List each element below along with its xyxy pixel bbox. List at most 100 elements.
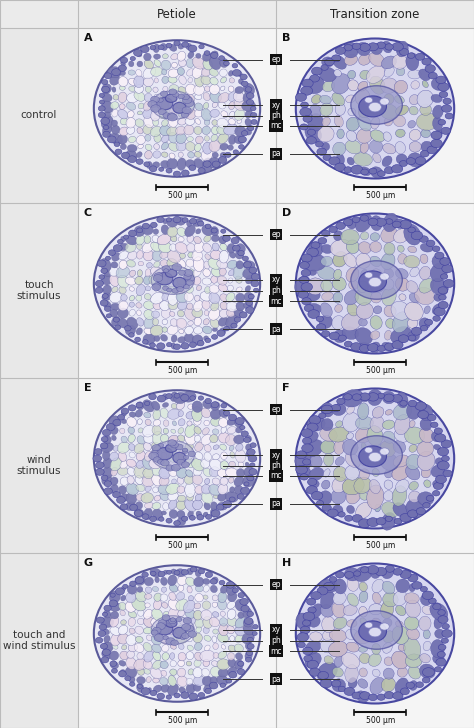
Ellipse shape (245, 285, 251, 292)
Ellipse shape (151, 617, 162, 628)
Ellipse shape (118, 451, 127, 462)
Ellipse shape (204, 452, 211, 461)
Ellipse shape (236, 444, 243, 451)
Ellipse shape (168, 435, 178, 444)
Ellipse shape (204, 135, 210, 141)
Ellipse shape (169, 592, 176, 601)
Ellipse shape (252, 631, 257, 636)
Ellipse shape (187, 221, 192, 226)
Ellipse shape (400, 161, 407, 167)
Ellipse shape (171, 236, 177, 242)
Ellipse shape (349, 280, 358, 290)
Ellipse shape (187, 569, 193, 574)
Ellipse shape (382, 502, 399, 517)
Ellipse shape (309, 416, 320, 424)
Ellipse shape (316, 316, 324, 322)
Ellipse shape (93, 455, 101, 462)
Ellipse shape (393, 403, 412, 420)
Ellipse shape (420, 586, 428, 592)
Ellipse shape (311, 242, 320, 248)
Ellipse shape (178, 444, 184, 450)
Ellipse shape (101, 116, 113, 129)
Ellipse shape (119, 286, 126, 293)
Ellipse shape (127, 127, 135, 134)
Ellipse shape (144, 301, 154, 309)
Text: 500 μm: 500 μm (167, 716, 197, 725)
Ellipse shape (176, 599, 188, 611)
Ellipse shape (431, 432, 442, 442)
Ellipse shape (248, 294, 254, 298)
Ellipse shape (154, 336, 160, 341)
Ellipse shape (168, 69, 179, 78)
Ellipse shape (416, 682, 423, 687)
Ellipse shape (241, 81, 248, 87)
Ellipse shape (308, 309, 319, 318)
Ellipse shape (400, 49, 409, 55)
Ellipse shape (121, 586, 126, 591)
Ellipse shape (308, 607, 316, 613)
Ellipse shape (234, 435, 245, 444)
Ellipse shape (342, 389, 364, 407)
Ellipse shape (194, 242, 204, 253)
Ellipse shape (136, 494, 145, 501)
Ellipse shape (351, 611, 402, 649)
Ellipse shape (346, 505, 355, 513)
Ellipse shape (221, 403, 227, 408)
Ellipse shape (212, 454, 219, 460)
Ellipse shape (440, 274, 448, 280)
Ellipse shape (352, 692, 361, 699)
Ellipse shape (109, 602, 121, 612)
Ellipse shape (98, 630, 106, 636)
Ellipse shape (209, 141, 220, 152)
Ellipse shape (408, 510, 418, 518)
Ellipse shape (408, 246, 417, 253)
Ellipse shape (219, 309, 229, 318)
Ellipse shape (306, 486, 318, 494)
Ellipse shape (120, 58, 128, 63)
Ellipse shape (160, 301, 170, 311)
Ellipse shape (202, 601, 211, 609)
Ellipse shape (144, 60, 154, 69)
Ellipse shape (153, 229, 158, 234)
Ellipse shape (422, 668, 435, 676)
Ellipse shape (163, 87, 168, 92)
Ellipse shape (408, 400, 417, 407)
Ellipse shape (129, 676, 135, 683)
Ellipse shape (204, 119, 210, 125)
Ellipse shape (238, 461, 244, 468)
Text: Petiole: Petiole (157, 7, 197, 20)
Ellipse shape (332, 668, 343, 677)
Ellipse shape (192, 66, 202, 79)
Ellipse shape (301, 429, 313, 438)
Ellipse shape (193, 219, 203, 226)
Ellipse shape (112, 109, 118, 117)
Ellipse shape (151, 266, 164, 278)
Ellipse shape (377, 346, 385, 352)
Ellipse shape (205, 688, 211, 694)
Ellipse shape (173, 103, 186, 114)
Ellipse shape (317, 148, 327, 155)
Ellipse shape (137, 618, 144, 625)
Ellipse shape (104, 636, 110, 643)
Ellipse shape (176, 592, 185, 600)
Ellipse shape (191, 407, 202, 422)
Ellipse shape (247, 126, 254, 131)
Ellipse shape (360, 454, 371, 466)
Ellipse shape (250, 443, 256, 448)
Ellipse shape (322, 117, 330, 127)
Ellipse shape (178, 44, 184, 49)
Ellipse shape (383, 431, 395, 443)
Ellipse shape (323, 630, 332, 641)
Ellipse shape (152, 644, 161, 653)
Ellipse shape (235, 660, 243, 670)
Ellipse shape (154, 495, 161, 501)
Ellipse shape (102, 475, 112, 485)
Ellipse shape (168, 492, 178, 501)
Ellipse shape (396, 480, 409, 493)
Ellipse shape (116, 266, 129, 278)
Ellipse shape (205, 398, 211, 403)
Ellipse shape (150, 516, 156, 522)
Ellipse shape (121, 61, 126, 66)
Ellipse shape (219, 268, 226, 276)
Ellipse shape (136, 402, 144, 410)
